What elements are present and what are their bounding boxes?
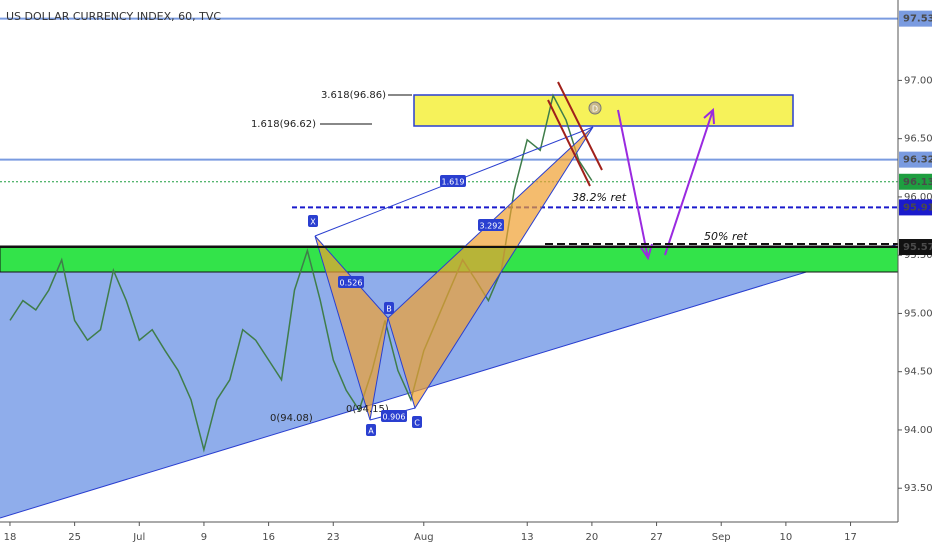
level-label: 95.57 [903, 242, 932, 253]
y-tick-label: 95.00 [904, 308, 932, 319]
arrow-head [639, 243, 653, 261]
x-tick-label: Sep [712, 532, 731, 543]
x-tick-label: 20 [586, 532, 599, 543]
x-tick-label: 10 [780, 532, 793, 543]
y-tick-label: 94.00 [904, 425, 932, 436]
annotation: 50% ret [704, 230, 748, 243]
arrow-up [664, 109, 714, 256]
x-tick-label: Jul [132, 532, 145, 543]
pattern-point: X [310, 218, 316, 227]
ratio-bg [440, 175, 466, 187]
ratio-label: 0.526 [340, 279, 363, 288]
level-label: 97.53 [903, 14, 932, 25]
x-tick-label: 13 [521, 532, 534, 543]
channel-line [557, 81, 603, 171]
price-line [9, 93, 593, 453]
ratio-bg [381, 410, 407, 422]
pattern-point-bg [366, 424, 376, 436]
pattern-point-bg [588, 101, 602, 115]
x-tick-label: 9 [201, 532, 207, 543]
pattern-point-bg [308, 215, 318, 227]
target-zone [413, 94, 794, 127]
level-label-bg [899, 10, 932, 27]
x-axis-area [0, 522, 932, 550]
x-tick-label: 23 [327, 532, 340, 543]
annotation: 0(94.15) [346, 404, 389, 415]
trend-line [0, 243, 899, 519]
arrow-head [703, 107, 715, 125]
y-tick-label: 96.50 [904, 134, 932, 145]
annotation: 3.618(96.86) [321, 90, 386, 101]
annotation: 38.2% ret [572, 191, 627, 204]
annotation: 1.618(96.62) [251, 119, 316, 130]
series-layer [0, 17, 898, 453]
y-tick-label: 96.00 [904, 192, 932, 203]
ratio-label: 1.619 [442, 178, 465, 187]
level-label-bg [899, 199, 932, 216]
pattern-point-bg [412, 416, 422, 428]
y-tick-label: 93.50 [904, 483, 932, 494]
level-label: 96.32 [903, 155, 932, 166]
pattern-point: D [592, 105, 598, 114]
chart-title: US DOLLAR CURRENCY INDEX, 60, TVC [6, 10, 221, 23]
ratio-bg [478, 219, 504, 231]
pattern-point: C [414, 419, 420, 428]
level-label-bg [899, 173, 932, 190]
level-label-bg [899, 239, 932, 256]
x-tick-label: 27 [650, 532, 663, 543]
x-tick-label: 18 [4, 532, 17, 543]
ratio-label: 0.906 [383, 413, 406, 422]
pattern-point: B [386, 305, 392, 314]
level-label: 96.13 [903, 177, 932, 188]
annotation: 0(94.08) [270, 413, 313, 424]
level-label: 95.91 [903, 202, 932, 213]
pattern-point: A [368, 427, 374, 436]
ratio-bg [338, 276, 364, 288]
channel-line [547, 99, 591, 187]
y-tick-label: 97.00 [904, 75, 932, 86]
y-tick-label: 94.50 [904, 367, 932, 378]
x-tick-label: 25 [68, 532, 81, 543]
x-tick-label: Aug [414, 532, 434, 543]
x-tick-label: 17 [844, 532, 857, 543]
pattern-point-bg [384, 302, 394, 314]
ratio-label: 3.292 [480, 222, 503, 231]
y-axis-area [898, 0, 932, 550]
y-tick-label: 95.50 [904, 250, 932, 261]
arrow-down [617, 109, 649, 259]
level-label-bg [899, 151, 932, 168]
x-tick-label: 16 [262, 532, 275, 543]
